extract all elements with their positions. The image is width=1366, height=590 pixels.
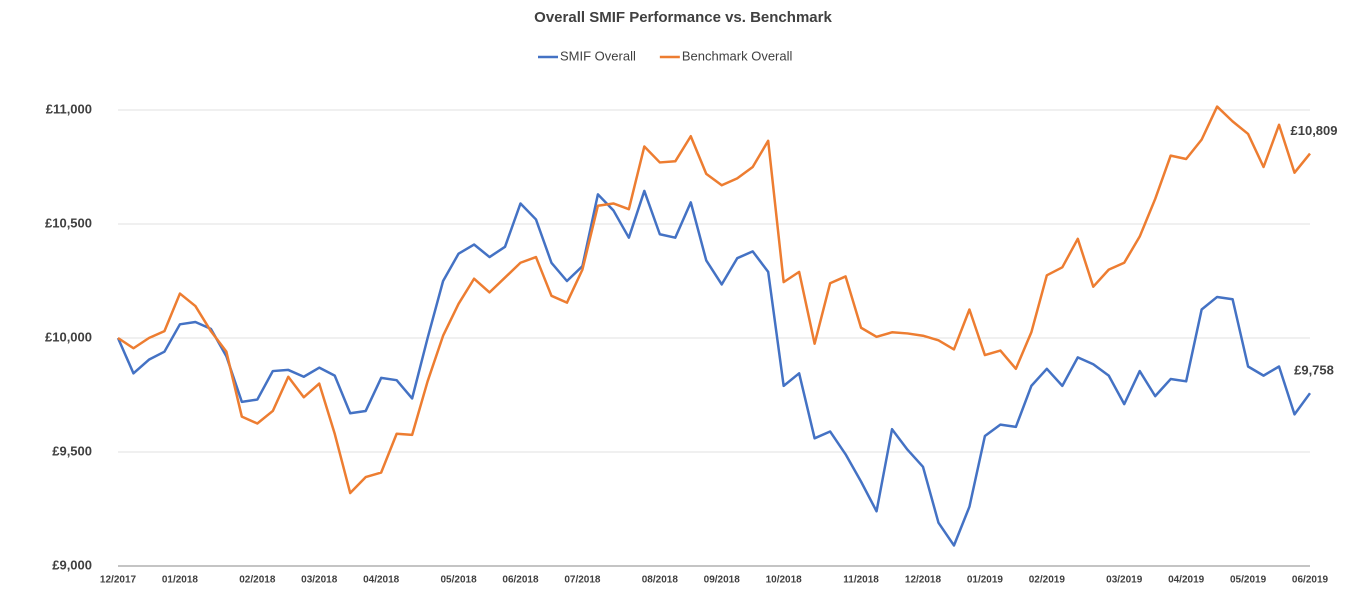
series-line: [116, 189, 1312, 547]
x-tick-label: 03/2019: [1106, 575, 1143, 586]
x-tick-label: 02/2019: [1029, 575, 1066, 586]
x-tick-label: 07/2018: [564, 575, 601, 586]
data-label: £9,758: [1294, 363, 1334, 378]
data-label: £10,809: [1291, 123, 1338, 138]
chart-title: Overall SMIF Performance vs. Benchmark: [534, 9, 832, 26]
x-tick-label: 01/2018: [162, 575, 199, 586]
x-tick-label: 04/2019: [1168, 575, 1205, 586]
x-tick-label: 08/2018: [642, 575, 679, 586]
x-tick-label: 05/2018: [440, 575, 477, 586]
y-tick-label: £10,000: [45, 329, 92, 344]
x-tick-label: 09/2018: [704, 575, 741, 586]
x-tick-label: 04/2018: [363, 575, 400, 586]
x-tick-label: 05/2019: [1230, 575, 1267, 586]
legend-label: SMIF Overall: [560, 48, 636, 63]
series-line: [117, 105, 1311, 495]
y-tick-label: £10,500: [45, 215, 92, 230]
legend-label: Benchmark Overall: [682, 48, 793, 63]
x-tick-label: 12/2017: [100, 575, 137, 586]
x-tick-label: 06/2018: [502, 575, 539, 586]
x-tick-label: 02/2018: [239, 575, 276, 586]
y-tick-label: £9,500: [52, 443, 92, 458]
x-tick-label: 06/2019: [1292, 575, 1329, 586]
x-tick-label: 11/2018: [843, 575, 879, 586]
x-tick-label: 10/2018: [766, 575, 803, 586]
x-tick-label: 03/2018: [301, 575, 338, 586]
x-tick-label: 01/2019: [967, 575, 1004, 586]
y-tick-label: £9,000: [52, 557, 92, 572]
x-tick-label: 12/2018: [905, 575, 942, 586]
y-tick-label: £11,000: [46, 101, 92, 116]
